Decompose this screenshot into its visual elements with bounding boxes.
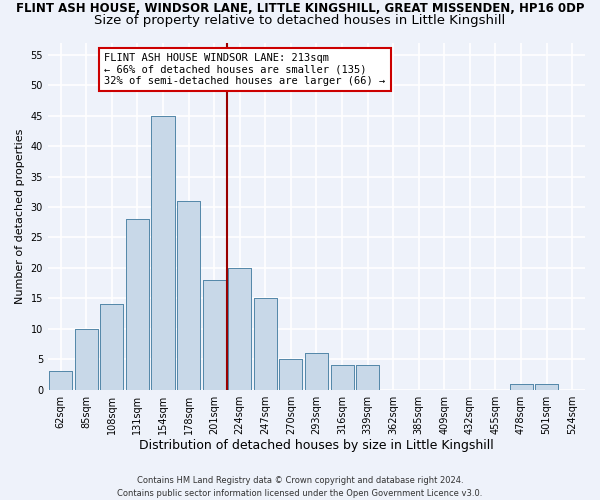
Bar [126, 219, 149, 390]
Text: Contains HM Land Registry data © Crown copyright and database right 2024.
Contai: Contains HM Land Registry data © Crown c… [118, 476, 482, 498]
Bar [151, 116, 175, 390]
Bar [305, 353, 328, 390]
Bar [49, 372, 72, 390]
Bar [331, 366, 353, 390]
Bar [203, 280, 226, 390]
Bar [305, 353, 328, 390]
Bar [228, 268, 251, 390]
Text: FLINT ASH HOUSE, WINDSOR LANE, LITTLE KINGSHILL, GREAT MISSENDEN, HP16 0DP: FLINT ASH HOUSE, WINDSOR LANE, LITTLE KI… [16, 2, 584, 16]
Bar [535, 384, 558, 390]
Bar [100, 304, 124, 390]
Bar [177, 201, 200, 390]
Bar [535, 384, 558, 390]
X-axis label: Distribution of detached houses by size in Little Kingshill: Distribution of detached houses by size … [139, 440, 494, 452]
Bar [331, 366, 353, 390]
Bar [509, 384, 533, 390]
Bar [126, 219, 149, 390]
Bar [356, 366, 379, 390]
Bar [280, 360, 302, 390]
Bar [75, 329, 98, 390]
Bar [280, 360, 302, 390]
Bar [509, 384, 533, 390]
Bar [254, 298, 277, 390]
Bar [151, 116, 175, 390]
Bar [228, 268, 251, 390]
Bar [203, 280, 226, 390]
Text: FLINT ASH HOUSE WINDSOR LANE: 213sqm
← 66% of detached houses are smaller (135)
: FLINT ASH HOUSE WINDSOR LANE: 213sqm ← 6… [104, 53, 386, 86]
Bar [254, 298, 277, 390]
Bar [100, 304, 124, 390]
Text: Size of property relative to detached houses in Little Kingshill: Size of property relative to detached ho… [94, 14, 506, 27]
Bar [177, 201, 200, 390]
Bar [49, 372, 72, 390]
Y-axis label: Number of detached properties: Number of detached properties [15, 128, 25, 304]
Bar [75, 329, 98, 390]
Bar [356, 366, 379, 390]
